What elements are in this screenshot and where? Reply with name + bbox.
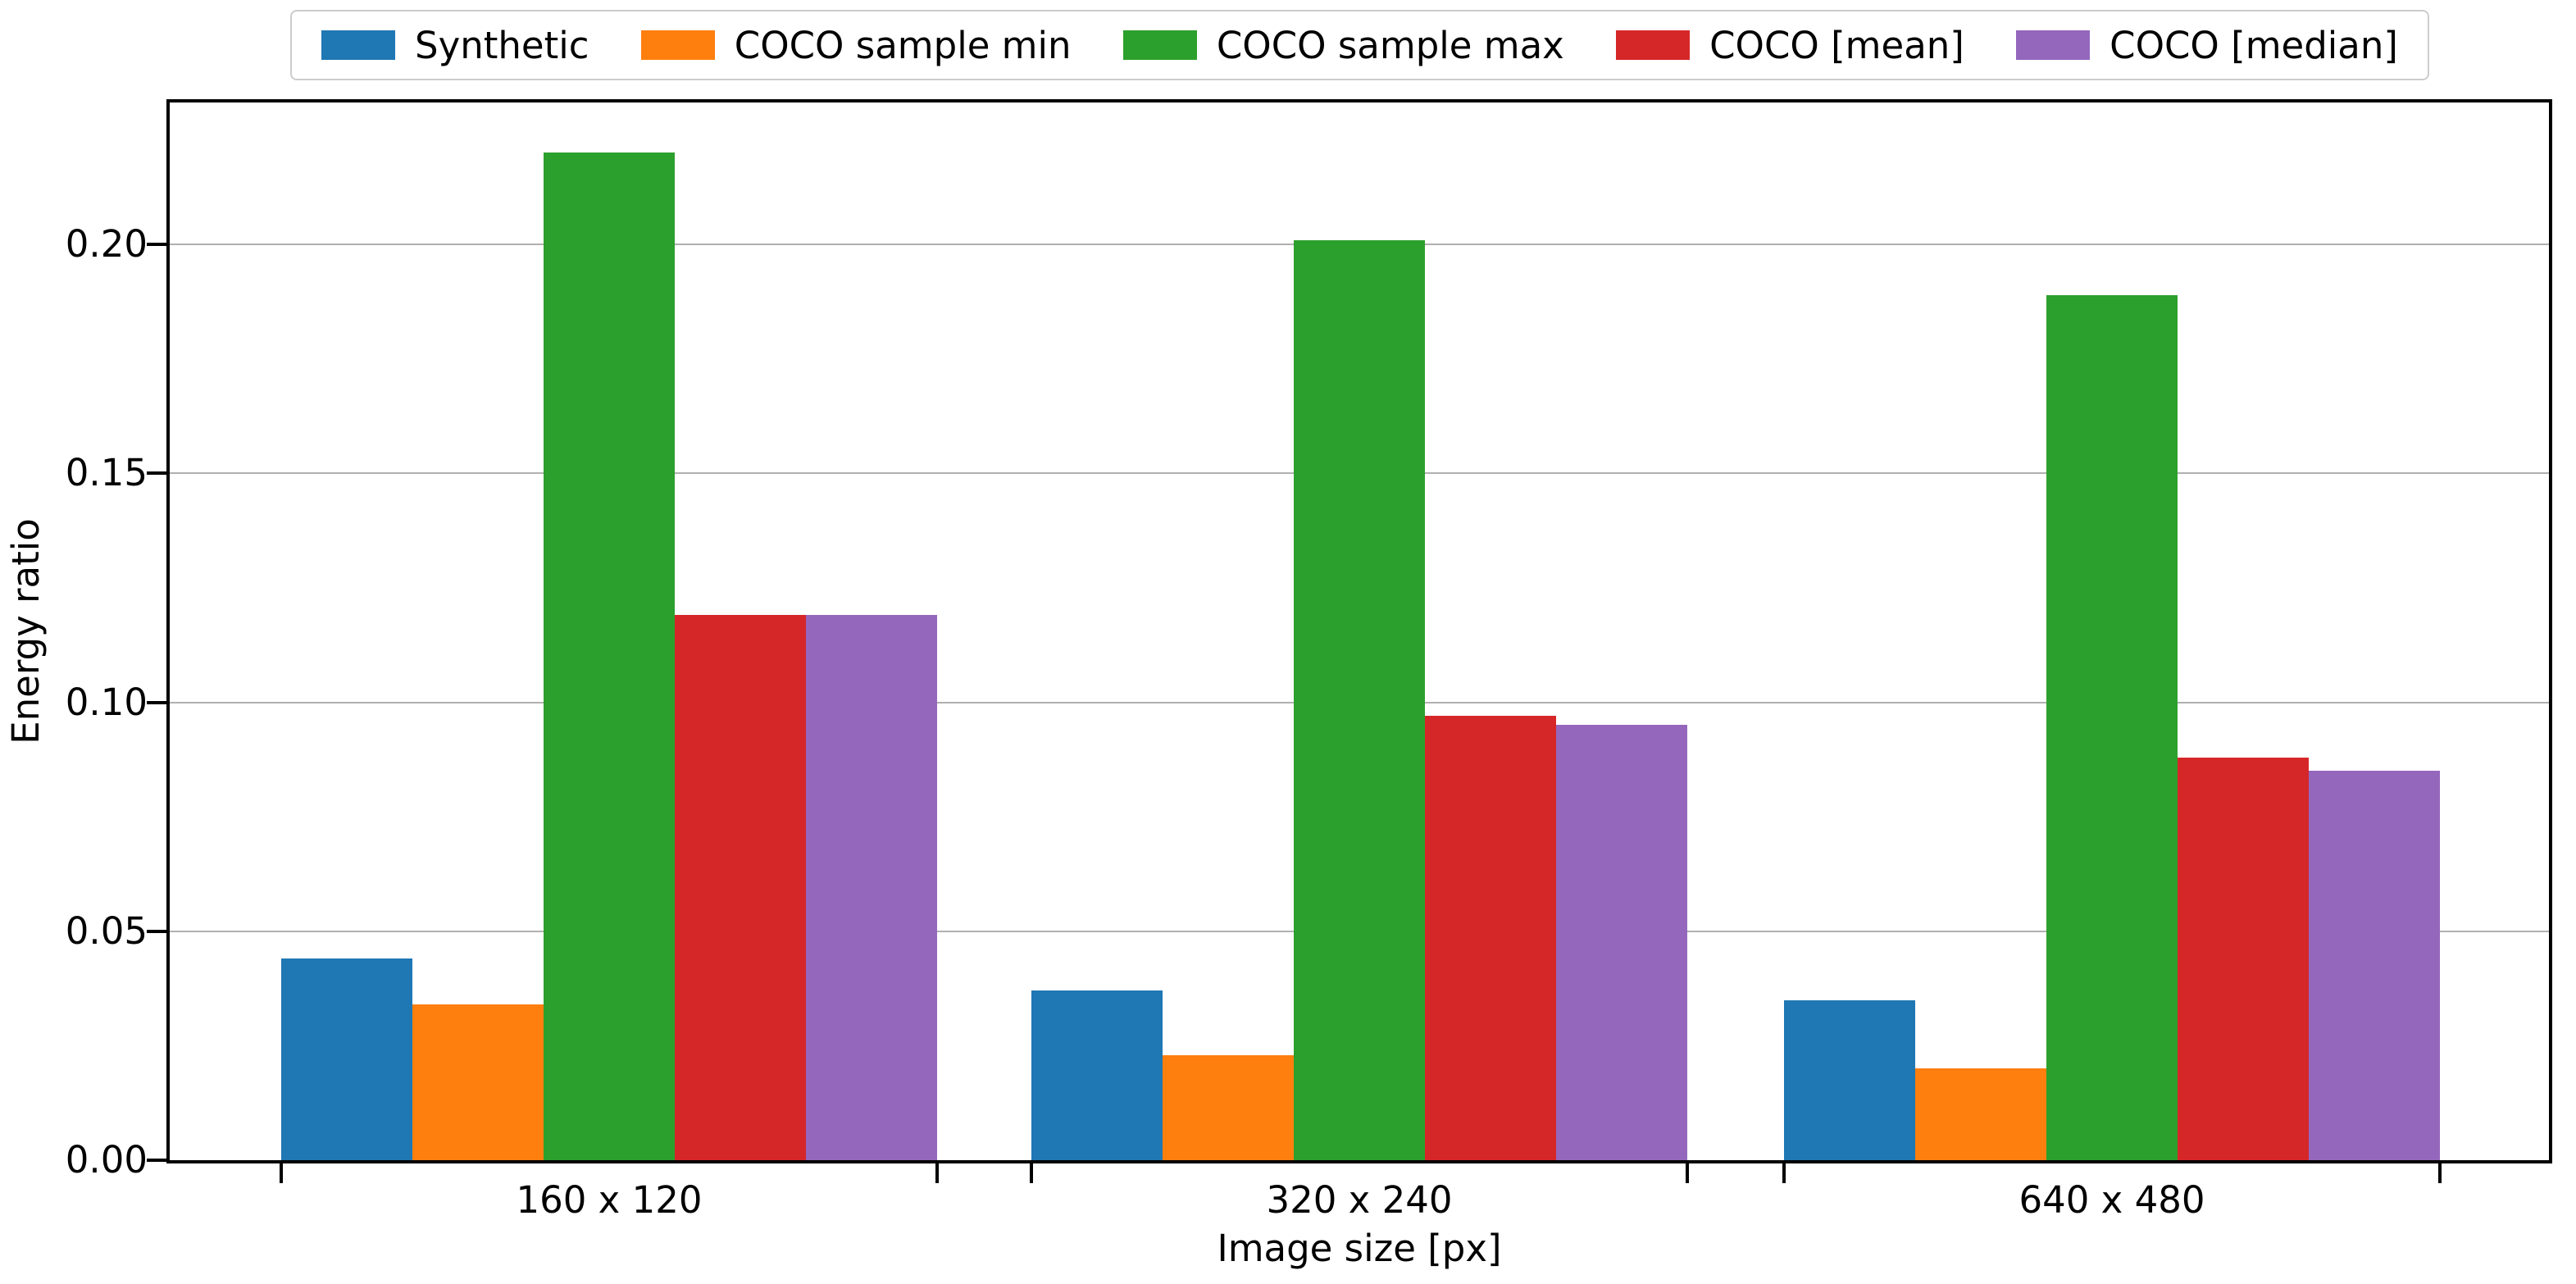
x-tick — [2438, 1163, 2442, 1183]
bar-synthetic — [1784, 999, 1915, 1160]
legend-item: COCO sample max — [1122, 23, 1564, 67]
bottom-spine — [170, 1160, 2549, 1163]
bar-coco-sample-min — [1915, 1068, 2046, 1160]
bar-coco-median- — [1556, 725, 1687, 1160]
legend-item: COCO sample min — [640, 23, 1072, 67]
top-spine — [170, 99, 2549, 102]
y-tick-label: 0.05 — [65, 908, 148, 953]
y-tick — [147, 243, 166, 247]
x-tick — [1686, 1163, 1689, 1183]
bar-coco-sample-min — [412, 1004, 544, 1160]
y-tick — [147, 1159, 166, 1162]
x-tick — [1782, 1163, 1786, 1183]
legend-item: COCO [mean] — [1616, 27, 1964, 64]
bar-coco-mean- — [675, 615, 806, 1160]
bar-synthetic — [1031, 990, 1163, 1160]
x-tick-label: 320 x 240 — [1266, 1178, 1453, 1222]
bar-coco-mean- — [1425, 716, 1556, 1160]
y-tick-label: 0.20 — [65, 222, 148, 266]
x-tick — [280, 1163, 283, 1183]
legend-swatch — [1122, 30, 1197, 60]
chart-legend: Synthetic COCO sample min COCO sample max C… — [290, 10, 2429, 80]
x-tick — [935, 1163, 939, 1183]
legend-item: COCO [median] — [2016, 27, 2398, 64]
legend-label: COCO sample min — [734, 23, 1072, 67]
bar-coco-sample-max — [544, 153, 675, 1160]
y-tick — [147, 700, 166, 704]
plot-area — [147, 99, 2552, 1183]
legend-label: COCO sample max — [1216, 23, 1564, 67]
legend-swatch — [2016, 30, 2091, 60]
y-tick — [147, 471, 166, 476]
bar-coco-sample-max — [2046, 294, 2178, 1160]
legend-label: Synthetic — [415, 23, 589, 67]
bar-coco-mean- — [2178, 757, 2309, 1160]
legend-swatch — [1616, 30, 1691, 60]
x-tick-label: 160 x 120 — [516, 1178, 703, 1222]
bar-coco-sample-min — [1163, 1054, 1294, 1160]
legend-item: Synthetic — [321, 27, 589, 64]
bar-coco-median- — [806, 615, 937, 1160]
y-tick-label: 0.00 — [65, 1138, 148, 1182]
legend-swatch — [321, 30, 395, 60]
left-spine — [166, 99, 170, 1163]
bar-synthetic — [281, 958, 412, 1160]
y-tick-label: 0.15 — [65, 451, 148, 495]
legend-label: COCO [median] — [2109, 23, 2398, 67]
y-axis-label: Energy ratio — [4, 518, 48, 744]
legend-swatch — [640, 30, 715, 60]
bar-coco-sample-max — [1294, 239, 1425, 1160]
x-tick-label: 640 x 480 — [2018, 1178, 2205, 1222]
right-spine — [2549, 99, 2552, 1163]
x-tick — [1030, 1163, 1033, 1183]
y-tick — [147, 929, 166, 933]
y-tick-label: 0.10 — [65, 680, 148, 724]
bar-coco-median- — [2309, 771, 2440, 1160]
legend-label: COCO [mean] — [1709, 23, 1964, 67]
x-axis-label: Image size [px] — [1217, 1227, 1502, 1270]
